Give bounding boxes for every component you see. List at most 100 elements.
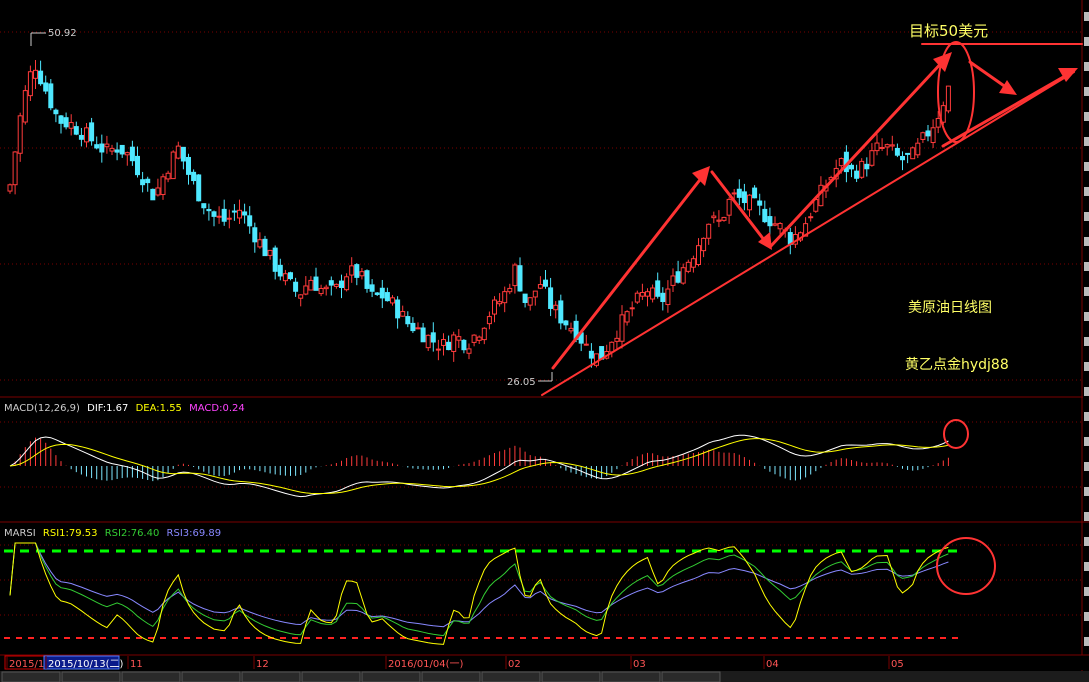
candle-body: [532, 290, 538, 298]
candle-body: [384, 292, 390, 302]
bottom-tab[interactable]: [181, 671, 241, 682]
candle-body: [731, 192, 737, 195]
candle-body: [68, 122, 74, 129]
candle-body: [374, 292, 380, 295]
bottom-tab[interactable]: [361, 671, 421, 682]
bottom-tab[interactable]: [421, 671, 481, 682]
right-axis-tick: [1084, 337, 1089, 346]
candle-body: [614, 337, 620, 342]
candle-body: [879, 146, 885, 149]
candle-body: [543, 279, 548, 287]
rsi1-value: 79.53: [69, 528, 98, 539]
candle-body: [869, 150, 875, 166]
candle-body: [481, 327, 487, 341]
candle-body: [838, 158, 844, 167]
candle-body: [553, 304, 559, 311]
right-axis-tick: [1084, 212, 1089, 221]
candle-body: [328, 280, 334, 286]
arrow-up-2: [768, 56, 948, 249]
x-tick-label: 03: [633, 659, 646, 670]
candle-body: [293, 281, 299, 292]
bottom-tab-strip[interactable]: [0, 671, 1089, 682]
candle-body: [344, 276, 350, 291]
candle-body: [221, 208, 227, 222]
candle-body: [915, 142, 921, 156]
candle-body: [910, 147, 916, 160]
x-tick-label: 2015/1: [9, 659, 44, 670]
candle-body: [150, 188, 156, 201]
candle-body: [935, 117, 941, 128]
candle-body: [645, 291, 650, 297]
bottom-tab[interactable]: [61, 671, 121, 682]
bottom-tab[interactable]: [661, 671, 721, 682]
bottom-tab[interactable]: [1, 671, 61, 682]
rsi-panel: MARSI RSI1:79.53 RSI2:76.40 RSI3:69.89: [0, 528, 1082, 645]
price-low-marker: 26.05: [507, 372, 553, 388]
right-axis-tick: [1084, 87, 1089, 96]
candle-body: [471, 334, 477, 343]
candle-body: [507, 287, 513, 293]
candle-body: [73, 126, 79, 135]
candle-body: [38, 70, 44, 85]
x-tick-label: 2015/10/13(二): [48, 659, 124, 670]
candle-body: [242, 211, 248, 216]
x-tick-label: 05: [891, 659, 904, 670]
candle-body: [186, 156, 191, 175]
candle-body: [170, 151, 176, 180]
candle-body: [369, 284, 375, 292]
candle-body: [777, 223, 783, 230]
candle-body: [665, 288, 671, 306]
dif-value: 1.67: [106, 403, 128, 414]
candle-body: [655, 280, 661, 297]
candle-body: [446, 341, 452, 351]
candle-body: [99, 143, 105, 153]
bottom-tab[interactable]: [481, 671, 541, 682]
candle-body: [435, 348, 441, 351]
bottom-tab[interactable]: [241, 671, 301, 682]
rsi1-name: RSI1: [43, 528, 66, 539]
price-circle: [937, 41, 975, 143]
candle-body: [379, 287, 385, 299]
rsi-legend: MARSI RSI1:79.53 RSI2:76.40 RSI3:69.89: [4, 528, 221, 539]
candle-body: [390, 297, 395, 304]
candle-body: [680, 267, 686, 284]
candle-body: [104, 143, 110, 148]
right-axis-background: [1083, 0, 1089, 655]
candle-body: [486, 316, 492, 325]
right-axis-tick: [1084, 387, 1089, 396]
candle-body: [145, 178, 151, 184]
right-axis-tick: [1084, 62, 1089, 71]
candle-body: [716, 219, 722, 222]
candle-body: [619, 314, 625, 342]
candle-body: [308, 279, 314, 291]
dif-line: [9, 434, 949, 498]
right-axis-tick: [1084, 562, 1089, 571]
rsi2-value: 76.40: [131, 528, 160, 539]
right-axis-tick: [1084, 312, 1089, 321]
candle-body: [925, 130, 931, 137]
candle-body: [318, 288, 324, 295]
arrow-down-2: [968, 60, 1012, 92]
bottom-tab[interactable]: [121, 671, 181, 682]
bottom-tab[interactable]: [301, 671, 361, 682]
right-axis-tick: [1084, 512, 1089, 521]
candle-body: [461, 339, 467, 351]
arrow-up-1: [551, 170, 708, 370]
candle-body: [609, 341, 615, 353]
candle-body: [53, 109, 59, 115]
bottom-tab[interactable]: [601, 671, 661, 682]
candle-body: [211, 211, 217, 217]
macd-value: 0.24: [222, 403, 244, 414]
right-axis-tick: [1084, 37, 1089, 46]
candle-body: [17, 115, 23, 154]
x-tick-label: 11: [130, 659, 143, 670]
macd-circle: [943, 419, 969, 449]
bottom-tab[interactable]: [541, 671, 601, 682]
right-axis-tick: [1084, 437, 1089, 446]
candle-body: [140, 179, 146, 186]
candle-body: [884, 144, 890, 148]
candle-body: [864, 163, 870, 170]
candle-body: [201, 203, 207, 209]
